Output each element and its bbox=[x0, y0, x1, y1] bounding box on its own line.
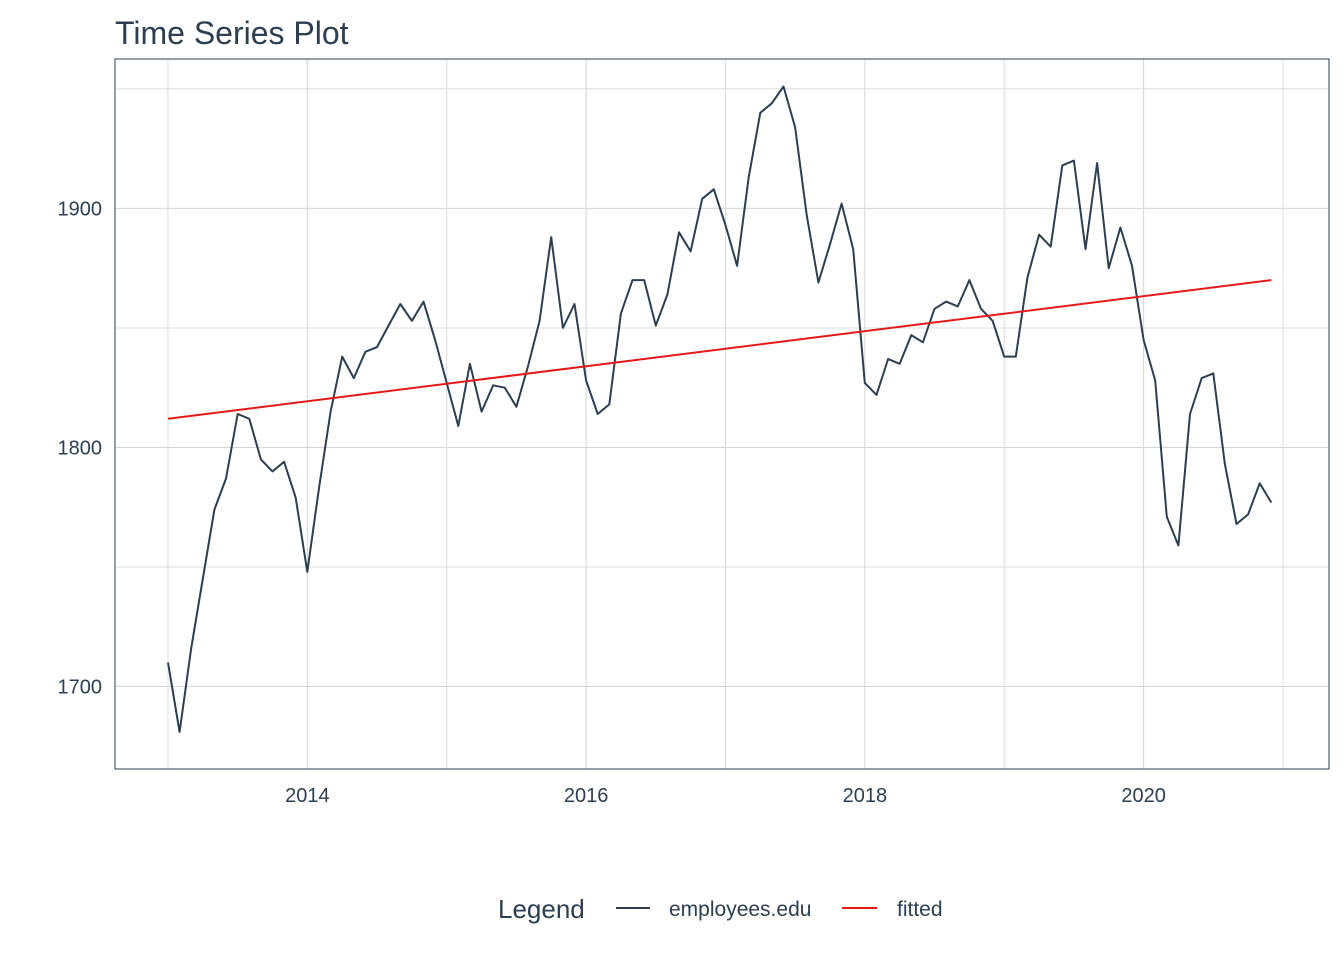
legend-label-employees-edu: employees.edu bbox=[669, 898, 811, 921]
x-tick-label: 2014 bbox=[285, 785, 330, 807]
x-tick-label: 2020 bbox=[1121, 785, 1166, 807]
y-tick-label: 1700 bbox=[58, 677, 103, 699]
plot-panel-border bbox=[114, 58, 1330, 770]
series-layer bbox=[167, 85, 1273, 733]
chart-title: Time Series Plot bbox=[115, 15, 349, 51]
series-line-employees-edu bbox=[167, 85, 1273, 733]
legend-title: Legend bbox=[498, 894, 585, 924]
legend: Legend employees.edu fitted bbox=[498, 894, 943, 924]
grid-lines bbox=[115, 59, 1329, 769]
x-axis-ticks: 2014 2016 2018 2020 bbox=[285, 785, 1166, 807]
x-tick-label: 2018 bbox=[843, 785, 888, 807]
y-tick-label: 1900 bbox=[58, 198, 103, 220]
legend-label-fitted: fitted bbox=[897, 898, 943, 921]
series-line-fitted bbox=[167, 279, 1272, 420]
y-tick-label: 1800 bbox=[58, 437, 103, 459]
x-tick-label: 2016 bbox=[564, 785, 609, 807]
y-axis-ticks: 1700 1800 1900 bbox=[58, 198, 103, 698]
